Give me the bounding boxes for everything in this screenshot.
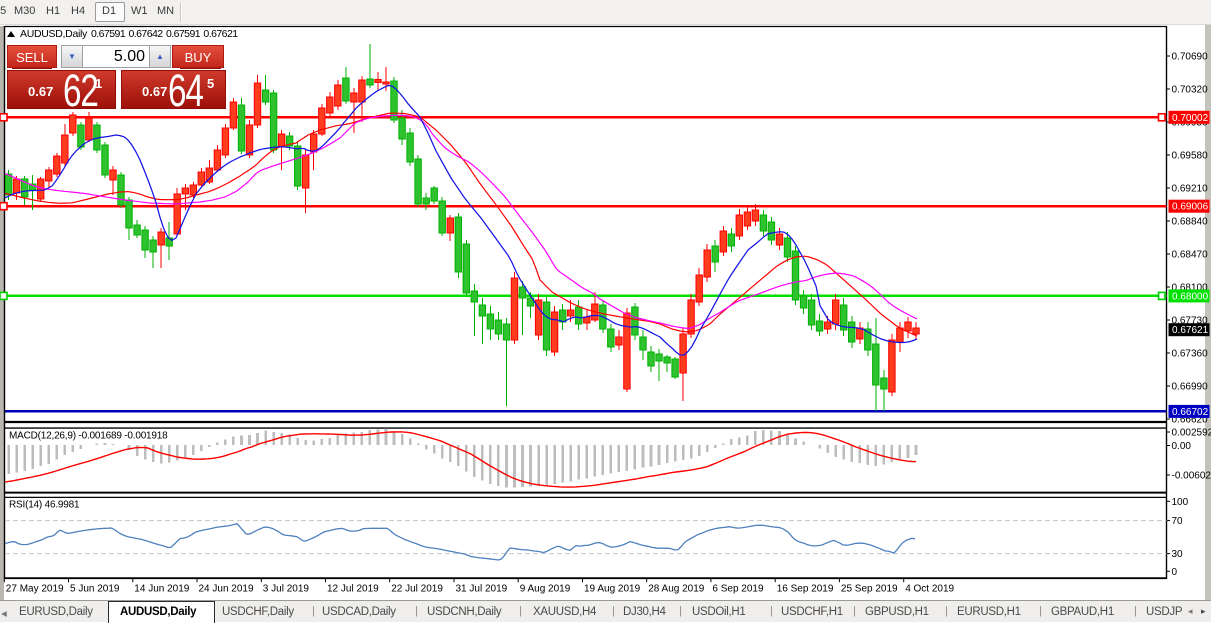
svg-text:0.68840: 0.68840 — [1172, 217, 1209, 228]
svg-text:0.69006: 0.69006 — [1172, 202, 1209, 213]
svg-text:MACD(12,26,9) -0.001689 -0.001: MACD(12,26,9) -0.001689 -0.001918 — [9, 431, 168, 442]
svg-text:-0.006029: -0.006029 — [1172, 471, 1211, 482]
svg-text:0.69580: 0.69580 — [1172, 151, 1209, 162]
svg-text:28 Aug 2019: 28 Aug 2019 — [648, 584, 705, 595]
svg-text:6 Sep 2019: 6 Sep 2019 — [712, 584, 764, 595]
svg-text:14 Jun 2019: 14 Jun 2019 — [134, 584, 189, 595]
svg-text:0.00: 0.00 — [1172, 441, 1192, 452]
svg-text:0.68470: 0.68470 — [1172, 250, 1209, 261]
svg-text:31 Jul 2019: 31 Jul 2019 — [456, 584, 508, 595]
svg-text:0: 0 — [1172, 567, 1178, 578]
svg-text:22 Jul 2019: 22 Jul 2019 — [391, 584, 443, 595]
svg-text:0.66990: 0.66990 — [1172, 382, 1209, 393]
svg-text:0.69210: 0.69210 — [1172, 184, 1209, 195]
svg-text:0.67621: 0.67621 — [1172, 325, 1209, 336]
svg-text:19 Aug 2019: 19 Aug 2019 — [584, 584, 641, 595]
svg-text:0.68000: 0.68000 — [1172, 291, 1209, 302]
svg-text:100: 100 — [1172, 497, 1189, 508]
svg-text:12 Jul 2019: 12 Jul 2019 — [327, 584, 379, 595]
svg-text:24 Jun 2019: 24 Jun 2019 — [199, 584, 254, 595]
svg-text:0.70690: 0.70690 — [1172, 52, 1209, 63]
svg-text:70: 70 — [1172, 516, 1184, 527]
svg-text:25 Sep 2019: 25 Sep 2019 — [841, 584, 898, 595]
svg-text:RSI(14) 46.9981: RSI(14) 46.9981 — [9, 500, 80, 511]
svg-text:0.70002: 0.70002 — [1172, 113, 1209, 124]
svg-text:0.67360: 0.67360 — [1172, 349, 1209, 360]
svg-text:27 May 2019: 27 May 2019 — [6, 584, 64, 595]
svg-text:0.66702: 0.66702 — [1172, 407, 1209, 418]
svg-text:16 Sep 2019: 16 Sep 2019 — [777, 584, 834, 595]
svg-text:0.002592: 0.002592 — [1172, 428, 1211, 439]
svg-text:5 Jun 2019: 5 Jun 2019 — [70, 584, 120, 595]
svg-text:4 Oct 2019: 4 Oct 2019 — [905, 584, 954, 595]
svg-text:9 Aug 2019: 9 Aug 2019 — [520, 584, 571, 595]
svg-text:30: 30 — [1172, 549, 1184, 560]
svg-text:3 Jul 2019: 3 Jul 2019 — [263, 584, 310, 595]
svg-text:0.70320: 0.70320 — [1172, 85, 1209, 96]
